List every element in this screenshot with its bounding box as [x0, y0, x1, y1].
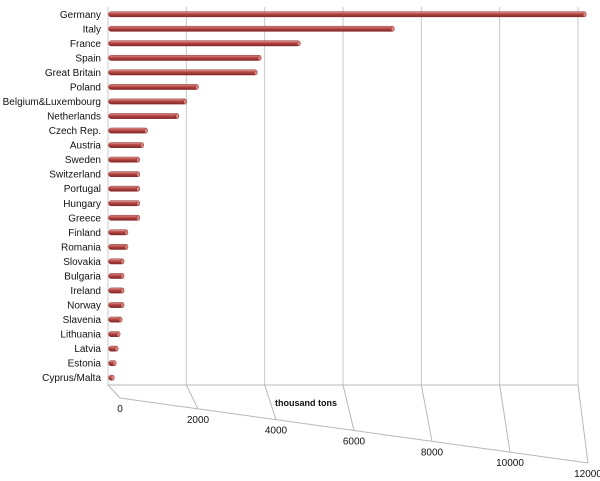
bar [108, 40, 301, 47]
category-label: Poland [70, 82, 101, 93]
bar-cap [296, 40, 301, 47]
bar [108, 142, 144, 148]
bar-cap [195, 84, 199, 90]
bar-cap [136, 185, 140, 192]
floor-line [185, 384, 199, 410]
bar-cap [112, 360, 117, 367]
bar-cap [118, 316, 123, 323]
category-label: Belgium&Luxembourg [3, 97, 101, 108]
bar-cap [390, 25, 395, 32]
bar [108, 185, 140, 192]
category-label: Ireland [70, 286, 101, 297]
bar-cap [114, 345, 119, 352]
bar-cap [140, 142, 144, 148]
bar-cap [183, 98, 187, 105]
category-label: Norway [67, 301, 101, 312]
x-tick-label: 0 [117, 404, 123, 415]
category-label: Romania [61, 242, 101, 253]
bar-cap [257, 55, 262, 61]
floor-line [420, 384, 433, 442]
bar [108, 55, 261, 61]
category-label: Spain [75, 53, 101, 64]
category-label: Estonia [68, 359, 102, 370]
category-label: Netherlands [47, 112, 101, 123]
bar [108, 84, 199, 90]
bar-cap [175, 113, 180, 119]
category-label: Great Britain [45, 68, 101, 79]
category-label: Hungary [63, 199, 101, 210]
bar [108, 127, 148, 134]
bar-cap [120, 302, 125, 308]
category-label: Cyprus/Malta [42, 373, 101, 384]
category-label: Lithuania [60, 330, 101, 341]
bar-cap [144, 127, 148, 134]
category-label: Bulgaria [64, 271, 101, 282]
floor-line [107, 384, 121, 399]
bar [108, 69, 258, 76]
category-label: France [70, 39, 102, 50]
category-label: Latvia [74, 344, 101, 355]
floor-line [342, 384, 355, 431]
floor-line [264, 384, 277, 420]
category-label: Italy [83, 24, 101, 35]
x-tick-label: 12000 [574, 469, 600, 480]
bar-cap [253, 69, 258, 76]
gridlines [107, 7, 579, 385]
bar-cap [136, 171, 140, 178]
bar-cap [582, 11, 587, 18]
bar [108, 200, 140, 207]
x-axis-title: thousand tons [275, 398, 337, 408]
x-tick-label: 6000 [343, 437, 366, 448]
category-label: Germany [60, 10, 101, 21]
chart-floor [107, 384, 589, 464]
x-tick-label: 10000 [496, 458, 524, 469]
bar [108, 156, 140, 163]
category-label: Slovakia [63, 257, 101, 268]
bar-cap [120, 273, 125, 279]
x-tick-label: 4000 [265, 426, 288, 437]
category-label: Czech Rep. [49, 126, 101, 137]
bar-cap [120, 287, 125, 294]
bar-cap [110, 374, 115, 381]
category-label: Slavenia [63, 315, 102, 326]
bar-cap [124, 244, 129, 250]
bar-cap [124, 229, 129, 236]
bar [108, 113, 179, 119]
category-label: Finland [68, 228, 101, 239]
bar-cap [120, 258, 125, 265]
floor-line [577, 384, 589, 464]
category-label: Sweden [65, 155, 101, 166]
bar [108, 214, 140, 221]
category-labels: Germany Italy France Spain Great Britain Pola… [3, 10, 102, 384]
bar-cap [136, 200, 140, 207]
bar-cap [136, 156, 140, 163]
floor-front-edge [119, 397, 589, 464]
bars [108, 11, 587, 381]
category-label: Greece [68, 213, 101, 224]
bar [108, 25, 395, 32]
category-label: Portugal [64, 184, 101, 195]
bar [108, 171, 140, 178]
x-tick-labels: 0 2000 4000 6000 8000 10000 12000 [117, 404, 600, 480]
x-tick-label: 8000 [421, 447, 444, 458]
bar-cap [136, 214, 140, 221]
category-label: Switzerland [49, 170, 101, 181]
category-label: Austria [70, 141, 102, 152]
floor-line [499, 384, 511, 453]
x-tick-label: 2000 [187, 415, 210, 426]
bar [108, 11, 587, 18]
bar [108, 98, 187, 105]
bar-cap [116, 331, 121, 337]
